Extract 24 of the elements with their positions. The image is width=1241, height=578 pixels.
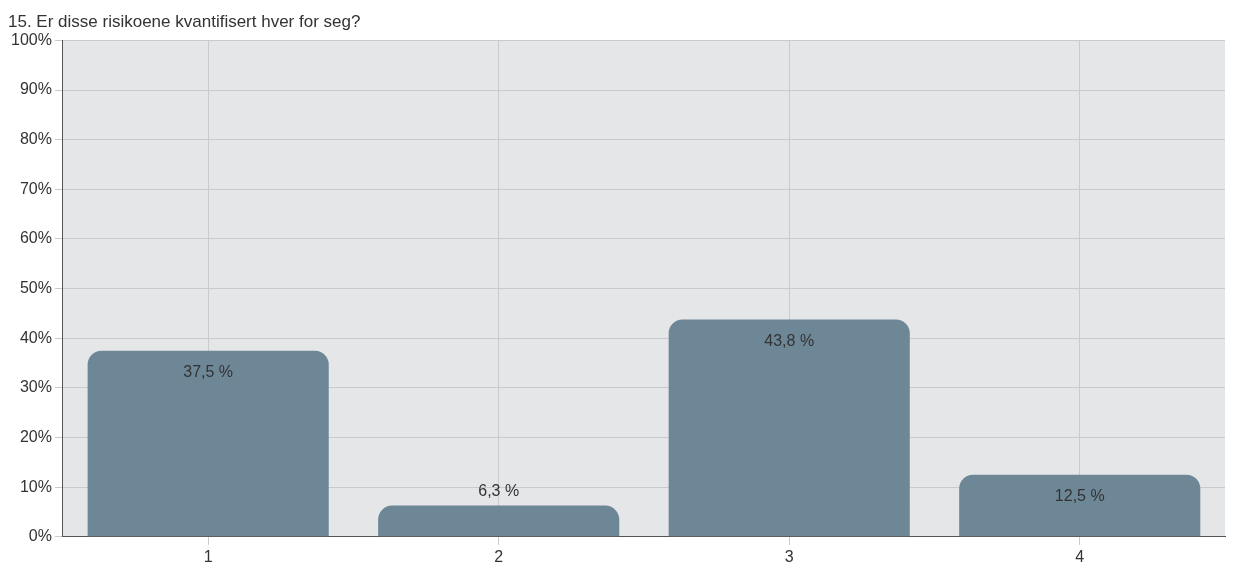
data-label: 37,5 % <box>183 363 234 381</box>
data-label: 12,5 % <box>1054 487 1105 505</box>
x-tick-label: 4 <box>1075 547 1085 565</box>
x-tick-label: 1 <box>203 547 213 565</box>
y-tick-label: 50% <box>19 279 52 297</box>
x-tick-label: 3 <box>784 547 794 565</box>
y-tick-label: 10% <box>19 477 52 495</box>
bar <box>668 319 910 537</box>
chart-title: 15. Er disse risikoene kvantifisert hver for seg? <box>8 11 361 31</box>
bar <box>87 350 329 537</box>
data-label: 6,3 % <box>478 481 520 499</box>
y-tick-label: 100% <box>11 30 52 48</box>
y-tick-label: 80% <box>19 130 52 148</box>
bar <box>378 505 620 537</box>
x-tick-label: 2 <box>494 547 504 565</box>
y-tick-label: 60% <box>19 229 52 247</box>
y-tick-label: 20% <box>19 427 52 445</box>
y-tick-label: 70% <box>19 179 52 197</box>
y-tick-label: 90% <box>19 80 52 98</box>
bar <box>959 474 1201 537</box>
y-tick-label: 40% <box>19 328 52 346</box>
data-label: 43,8 % <box>764 331 815 349</box>
y-tick-label: 0% <box>28 527 52 545</box>
y-tick-label: 30% <box>19 378 52 396</box>
